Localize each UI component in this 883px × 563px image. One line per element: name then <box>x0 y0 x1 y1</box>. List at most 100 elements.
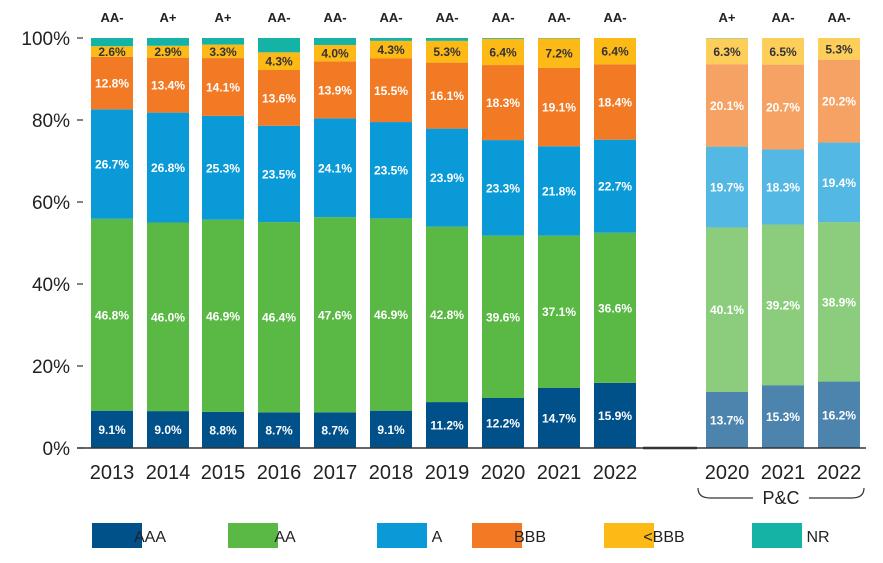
legend-swatch-nr <box>752 523 802 548</box>
legend-label-a: A <box>432 529 443 546</box>
bar-segment-nr-2018 <box>370 38 412 41</box>
bar-segment-nr-2019 <box>426 38 468 41</box>
rating-label: A+ <box>719 10 736 25</box>
data-label: 2.6% <box>98 45 126 59</box>
data-label: 13.4% <box>151 79 185 93</box>
data-label: 14.7% <box>542 411 576 425</box>
data-label: 23.3% <box>486 181 520 195</box>
data-label: 42.8% <box>430 308 464 322</box>
x-tick-label: 2014 <box>146 462 191 484</box>
data-label: 20.2% <box>822 95 856 109</box>
rating-label: AA- <box>323 10 346 25</box>
data-label: 47.6% <box>318 308 352 322</box>
y-tick-label: 20% <box>32 357 70 378</box>
x-tick-label: 2013 <box>90 462 135 484</box>
rating-label: AA- <box>827 10 850 25</box>
data-label: 16.1% <box>430 89 464 103</box>
data-label: 20.1% <box>710 99 744 113</box>
data-label: 23.9% <box>430 171 464 185</box>
data-label: 26.7% <box>95 158 129 172</box>
bar-segment-nr-2013 <box>91 38 133 46</box>
data-label: 23.5% <box>374 164 408 178</box>
data-label: 4.0% <box>321 47 349 61</box>
data-label: 25.3% <box>206 161 240 175</box>
data-label: 18.3% <box>766 181 800 195</box>
data-label: 46.4% <box>262 311 296 325</box>
x-tick-label: 2020 <box>481 462 526 484</box>
data-label: 46.9% <box>374 308 408 322</box>
data-label: 6.4% <box>489 45 517 59</box>
rating-label: AA- <box>100 10 123 25</box>
rating-label: AA- <box>771 10 794 25</box>
data-label: 6.3% <box>713 45 741 59</box>
legend-label-bbb: BBB <box>514 529 546 546</box>
bar-segment-nr-2014 <box>147 38 189 46</box>
data-label: 5.3% <box>433 45 461 59</box>
x-tick-label: 2020 <box>705 462 750 484</box>
data-label: 23.5% <box>262 167 296 181</box>
data-label: 6.4% <box>601 45 629 59</box>
rating-label: A+ <box>160 10 177 25</box>
group-label: P&C <box>762 488 799 508</box>
y-tick-label: 100% <box>21 29 70 50</box>
x-tick-label: 2021 <box>761 462 806 484</box>
y-tick-label: 80% <box>32 111 70 132</box>
x-tick-label: 2022 <box>817 462 862 484</box>
data-label: 8.7% <box>321 424 349 438</box>
data-label: 37.1% <box>542 305 576 319</box>
data-label: 46.9% <box>206 309 240 323</box>
x-tick-label: 2019 <box>425 462 470 484</box>
rating-label: AA- <box>603 10 626 25</box>
bar-segment-nr-2015 <box>202 38 244 45</box>
y-tick-label: 60% <box>32 193 70 214</box>
data-label: 8.8% <box>209 423 237 437</box>
legend-label-aaa: AAA <box>134 529 166 546</box>
bars-layer: 9.1%46.8%26.7%12.8%2.6%AA-9.0%46.0%26.8%… <box>91 10 860 448</box>
bar-segment-nr-2020 <box>482 38 524 39</box>
data-label: 9.1% <box>98 423 126 437</box>
rating-label: AA- <box>267 10 290 25</box>
data-label: 13.9% <box>318 83 352 97</box>
x-tick-label: 2018 <box>369 462 414 484</box>
data-label: 12.8% <box>95 77 129 91</box>
data-label: 19.7% <box>710 181 744 195</box>
data-label: 2.9% <box>154 45 182 59</box>
data-label: 13.7% <box>710 413 744 427</box>
data-label: 19.1% <box>542 101 576 115</box>
data-label: 13.6% <box>262 91 296 105</box>
data-label: 38.9% <box>822 295 856 309</box>
data-label: 19.4% <box>822 176 856 190</box>
data-label: 7.2% <box>545 47 573 61</box>
data-label: 39.6% <box>486 310 520 324</box>
x-tick-label: 2021 <box>537 462 582 484</box>
data-label: 24.1% <box>318 161 352 175</box>
x-tick-label: 2017 <box>313 462 358 484</box>
y-tick-label: 40% <box>32 275 70 296</box>
rating-label: AA- <box>435 10 458 25</box>
data-label: 8.7% <box>265 424 293 438</box>
x-tick-label: 2016 <box>257 462 302 484</box>
data-label: 40.1% <box>710 303 744 317</box>
data-label: 21.8% <box>542 184 576 198</box>
bar-segment-nr-2016 <box>258 38 300 52</box>
data-label: 20.7% <box>766 101 800 115</box>
data-label: 22.7% <box>598 180 632 194</box>
legend-label-bbb: <BBB <box>643 529 684 546</box>
rating-label: AA- <box>547 10 570 25</box>
data-label: 46.8% <box>95 308 129 322</box>
x-tick-label: 2015 <box>201 462 246 484</box>
data-label: 36.6% <box>598 301 632 315</box>
data-label: 11.2% <box>430 419 464 433</box>
data-label: 16.2% <box>822 408 856 422</box>
bar-segment-nr-2017 <box>314 38 356 45</box>
data-label: 18.4% <box>598 95 632 109</box>
data-label: 18.3% <box>486 96 520 110</box>
data-label: 4.3% <box>265 55 293 69</box>
data-label: 6.5% <box>769 45 797 59</box>
rating-label: AA- <box>491 10 514 25</box>
data-label: 9.0% <box>154 423 182 437</box>
rating-label: A+ <box>215 10 232 25</box>
